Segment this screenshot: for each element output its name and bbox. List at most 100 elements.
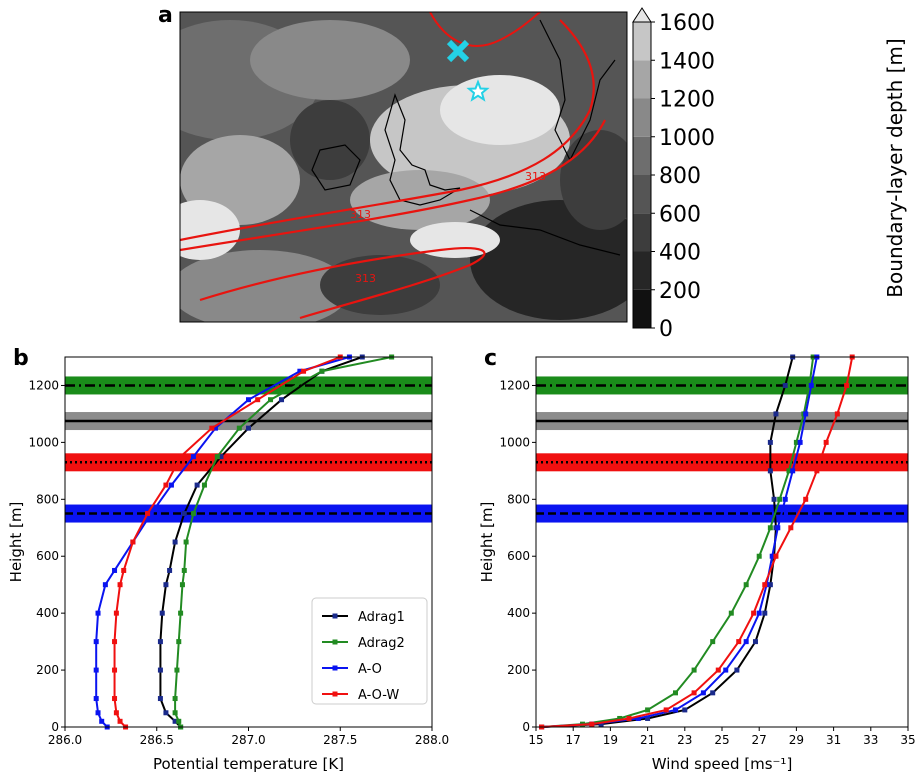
map-frame bbox=[179, 11, 628, 323]
series-point-Adrag1 bbox=[172, 539, 178, 545]
series-point-A-O-W bbox=[751, 610, 757, 616]
series-point-Adrag2 bbox=[179, 582, 185, 588]
x-axis-label: Potential temperature [K] bbox=[153, 755, 344, 773]
coastline bbox=[384, 93, 461, 206]
series-point-Adrag2 bbox=[268, 397, 274, 403]
x-axis-label: Wind speed [ms⁻¹] bbox=[652, 755, 793, 773]
panel-b: 286.0 286.5 287.0 287.5 288.0 0 200 400 600 800 10… bbox=[7, 346, 449, 773]
series-point-A-O-W bbox=[663, 707, 669, 713]
series-point-A-O-W bbox=[788, 525, 794, 531]
colorbar-tick-label: 1600 bbox=[659, 11, 715, 36]
bl-region bbox=[180, 200, 240, 260]
series-point-Adrag2 bbox=[172, 696, 178, 702]
series-point-Adrag1 bbox=[767, 439, 773, 445]
series-point-A-O-W bbox=[121, 567, 127, 573]
cross-marker bbox=[446, 39, 470, 63]
series-point-Adrag2 bbox=[673, 690, 678, 696]
series-point-A-O bbox=[756, 610, 762, 616]
series-point-A-O bbox=[797, 439, 803, 445]
bl-region bbox=[560, 130, 627, 230]
colorbar-segment bbox=[633, 175, 651, 214]
series-point-Adrag2 bbox=[181, 567, 187, 573]
colorbar-segment bbox=[633, 22, 651, 61]
colorbar-tick-label: 800 bbox=[659, 164, 701, 189]
series-point-Adrag2 bbox=[710, 639, 716, 645]
series-point-Adrag1 bbox=[157, 639, 163, 645]
series-point-Adrag1 bbox=[159, 610, 165, 616]
contour-313 bbox=[199, 247, 486, 320]
colorbar-tick-label: 1000 bbox=[659, 126, 715, 151]
series-point-Adrag2 bbox=[767, 525, 773, 531]
series-point-Adrag2 bbox=[190, 511, 196, 517]
series-point-Adrag1 bbox=[645, 715, 651, 721]
y-tick-label: 1000 bbox=[28, 435, 59, 449]
series-point-A-O-W bbox=[113, 710, 119, 716]
series-point-A-O-W bbox=[145, 511, 151, 517]
x-tick-label: 17 bbox=[566, 733, 581, 747]
series-point-Adrag1 bbox=[767, 468, 773, 474]
series-point-A-O-W bbox=[773, 553, 779, 559]
series-point-Adrag1 bbox=[598, 721, 604, 727]
series-point-Adrag2 bbox=[743, 582, 749, 588]
series-point-Adrag1 bbox=[172, 718, 178, 724]
series-point-Adrag1 bbox=[782, 382, 788, 388]
legend-entry-label: Adrag2 bbox=[358, 636, 405, 651]
legend-entry-label: A-O-W bbox=[358, 688, 399, 703]
series-point-Adrag2 bbox=[174, 667, 180, 673]
series-point-A-O-W bbox=[117, 718, 123, 724]
series-point-A-O bbox=[93, 696, 99, 702]
y-tick-label: 400 bbox=[507, 606, 530, 620]
x-tick-label: 21 bbox=[640, 733, 655, 747]
series-point-Adrag2 bbox=[319, 368, 325, 374]
series-point-A-O-W bbox=[130, 539, 136, 545]
series-point-Adrag2 bbox=[617, 715, 623, 721]
colorbar-segment bbox=[633, 251, 651, 290]
series-point-A-O-W bbox=[834, 411, 840, 417]
reference-band bbox=[65, 453, 432, 472]
colorbar-tick-label: 200 bbox=[659, 279, 701, 304]
legend-swatch-marker bbox=[332, 613, 338, 619]
colorbar-segment bbox=[633, 213, 651, 252]
series-point-Adrag1 bbox=[246, 425, 251, 431]
series-point-A-O-W bbox=[691, 690, 697, 696]
colorbar-segment bbox=[633, 98, 651, 137]
series-point-A-O bbox=[775, 525, 781, 531]
series-point-A-O-W bbox=[112, 639, 118, 645]
colorbar-segment bbox=[633, 60, 651, 99]
bl-region bbox=[350, 170, 490, 230]
y-tick-label: 1200 bbox=[28, 378, 59, 392]
series-point-A-O-W bbox=[113, 610, 119, 616]
series-point-A-O bbox=[743, 639, 749, 645]
x-tick-label: 288.0 bbox=[415, 733, 449, 747]
x-tick-label: 33 bbox=[863, 733, 878, 747]
series-point-A-O-W bbox=[178, 454, 184, 460]
y-tick-label: 600 bbox=[507, 549, 530, 563]
legend-swatch-marker bbox=[332, 639, 338, 645]
legend-box bbox=[311, 597, 428, 705]
series-point-A-O bbox=[700, 690, 706, 696]
x-tick-label: 35 bbox=[900, 733, 915, 747]
series-point-A-O-W bbox=[814, 468, 820, 474]
series-point-A-O bbox=[673, 707, 678, 713]
x-tick-label: 19 bbox=[603, 733, 618, 747]
bl-region bbox=[180, 250, 350, 322]
series-point-Adrag1 bbox=[682, 707, 688, 713]
series-point-A-O bbox=[99, 718, 105, 724]
series-point-A-O bbox=[808, 382, 814, 388]
series-point-Adrag2 bbox=[645, 707, 651, 713]
colorbar-tick-label: 1400 bbox=[659, 49, 715, 74]
series-point-A-O bbox=[148, 511, 154, 517]
series-point-A-O bbox=[168, 482, 174, 488]
contour-label: 313 bbox=[525, 170, 546, 183]
colorbar-extension bbox=[632, 7, 652, 23]
x-tick-label: 286.5 bbox=[140, 733, 174, 747]
series-point-A-O-W bbox=[112, 696, 118, 702]
panel-c: 15 17 19 21 23 25 27 29 31 33 35 0 200 400 600 800 1000 1… bbox=[478, 346, 916, 773]
series-point-A-O-W bbox=[209, 425, 215, 431]
x-tick-label: 15 bbox=[528, 733, 543, 747]
series-point-Adrag1 bbox=[194, 482, 200, 488]
series-point-Adrag1 bbox=[167, 567, 173, 573]
y-tick-label: 800 bbox=[36, 492, 59, 506]
series-point-Adrag1 bbox=[773, 411, 779, 417]
